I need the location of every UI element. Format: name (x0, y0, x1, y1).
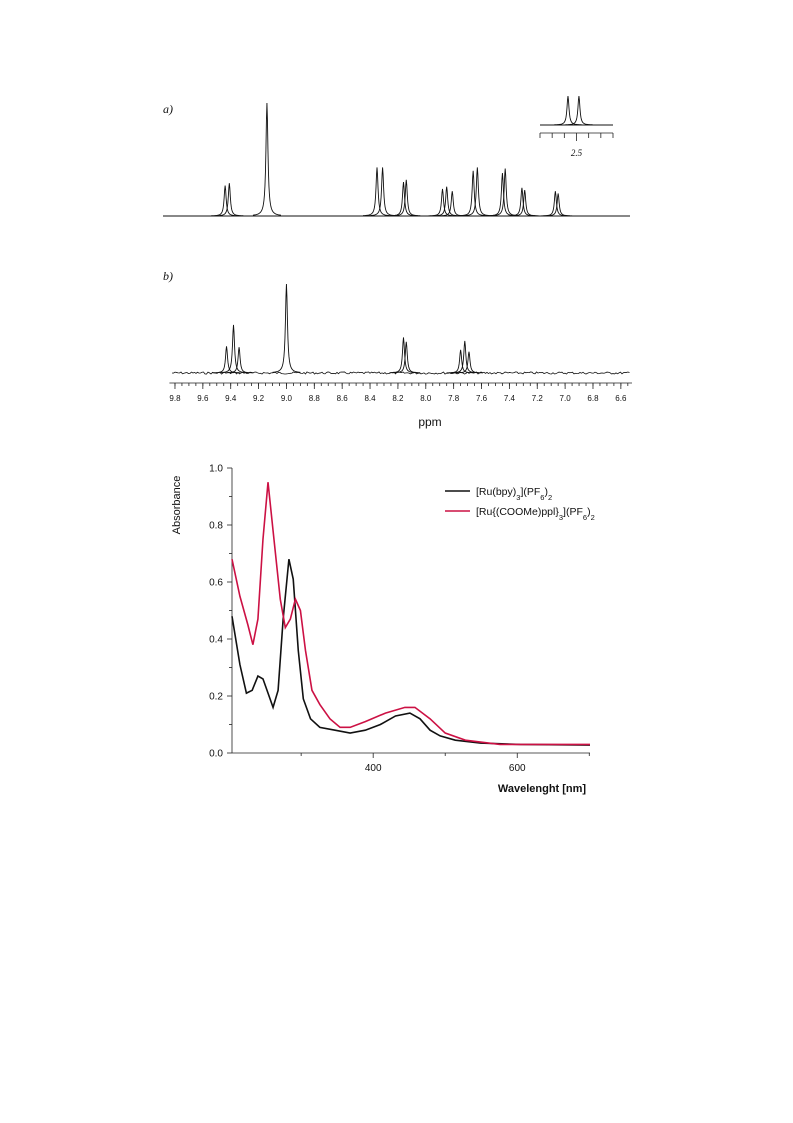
peak (459, 170, 488, 217)
y-tick-label: 0.4 (209, 635, 223, 646)
series-line (231, 559, 591, 746)
series-line (231, 482, 590, 746)
peak (438, 191, 467, 217)
y-tick-label: 1.0 (209, 464, 223, 475)
x-tick-label: 9.6 (197, 394, 209, 403)
peak (215, 183, 244, 217)
x-axis-label: ppm (418, 415, 441, 429)
peak (454, 351, 483, 374)
peak (211, 185, 240, 217)
peak (212, 346, 241, 374)
y-axis-label: Absorbance (171, 476, 183, 535)
legend-label: [Ru(bpy)3](PF6)2 (476, 486, 552, 502)
x-tick-label: 8.4 (364, 394, 376, 403)
y-tick-label: 0.8 (209, 521, 223, 532)
peak (450, 340, 479, 374)
x-tick-label: 8.2 (392, 394, 404, 403)
x-tick-label: 8.6 (337, 394, 349, 403)
panel-label: b) (163, 269, 173, 283)
peak (544, 193, 573, 217)
x-tick-label: 6.6 (615, 394, 627, 403)
peak (272, 283, 301, 373)
x-tick-label: 9.4 (225, 394, 237, 403)
y-tick-label: 0.0 (209, 749, 223, 760)
peak (392, 341, 421, 374)
peak (392, 179, 421, 217)
x-tick-label: 9.2 (253, 394, 265, 403)
x-tick-label: 400 (365, 763, 382, 774)
peak (362, 167, 392, 217)
x-tick-label: 7.8 (448, 394, 460, 403)
peak (219, 324, 248, 374)
x-axis-label: Wavelenght [nm] (498, 783, 587, 795)
peak (225, 347, 254, 374)
peak (564, 95, 593, 126)
x-tick-label: 600 (509, 763, 526, 774)
y-tick-label: 0.2 (209, 692, 223, 703)
x-tick-label: 7.4 (504, 394, 516, 403)
panel-label: a) (163, 102, 173, 116)
baseline (171, 371, 630, 375)
peak (432, 186, 461, 217)
peak (252, 102, 282, 216)
inset-tick-label: 2.5 (571, 148, 583, 158)
x-tick-label: 8.8 (309, 394, 321, 403)
legend-label: [Ru{(COOMe)ppl}3](PF6)2 (476, 506, 595, 522)
y-tick-label: 0.6 (209, 578, 223, 589)
x-tick-label: 9.0 (281, 394, 293, 403)
x-tick-label: 9.8 (169, 394, 181, 403)
peak (510, 189, 539, 217)
x-tick-label: 6.8 (587, 394, 599, 403)
peak (368, 167, 397, 217)
peak (553, 95, 582, 126)
x-tick-label: 7.2 (532, 394, 544, 403)
peak (463, 167, 492, 217)
x-tick-label: 7.6 (476, 394, 488, 403)
x-tick-label: 8.0 (420, 394, 432, 403)
x-tick-label: 7.0 (560, 394, 572, 403)
